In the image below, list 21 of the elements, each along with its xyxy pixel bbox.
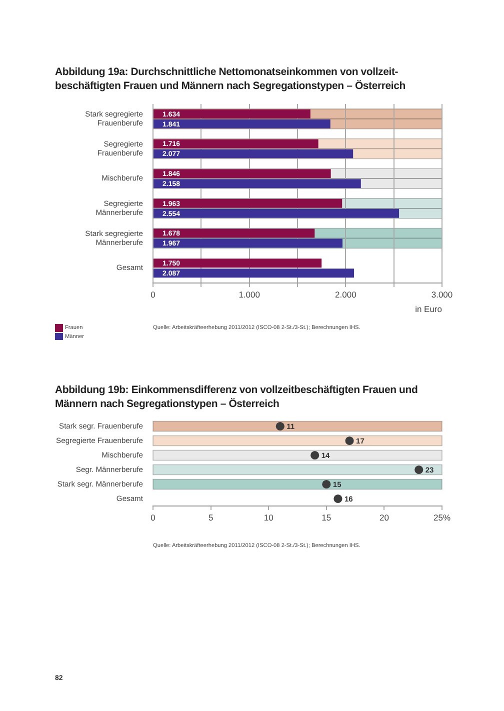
point [310,450,320,460]
x-tick-label: 0 [150,289,156,300]
x-tick-label: 25% [433,512,451,522]
chart-title: Abbildung 19a: Durchschnittliche Nettomonatseinkommen von vollzeit- beschäftigten Frauen und Männern nach Segregationstypen – Österreich [55,66,406,93]
point [276,422,284,431]
bar [154,258,322,268]
x-tick-label: 10 [264,512,274,522]
point [322,480,331,489]
x-tick-label: 15 [322,512,332,522]
chart-title: Abbildung 19b: Einkommensdifferenz von vollzeitbeschäftigten Frauen und Männern nach Segregationstypen – Österreich [55,384,418,411]
x-axis-title: in Euro [415,304,442,314]
bar [154,268,354,278]
point [414,465,424,474]
x-tick-label: 2.000 [335,289,357,300]
x-tick-label: 0 [150,512,156,522]
x-tick-label: 20 [379,512,390,522]
x-tick-label: 5 [208,512,214,522]
point [334,494,342,504]
x-tick-label: 1.000 [238,289,260,300]
point [345,436,354,446]
x-tick-label: 3.000 [431,289,453,300]
